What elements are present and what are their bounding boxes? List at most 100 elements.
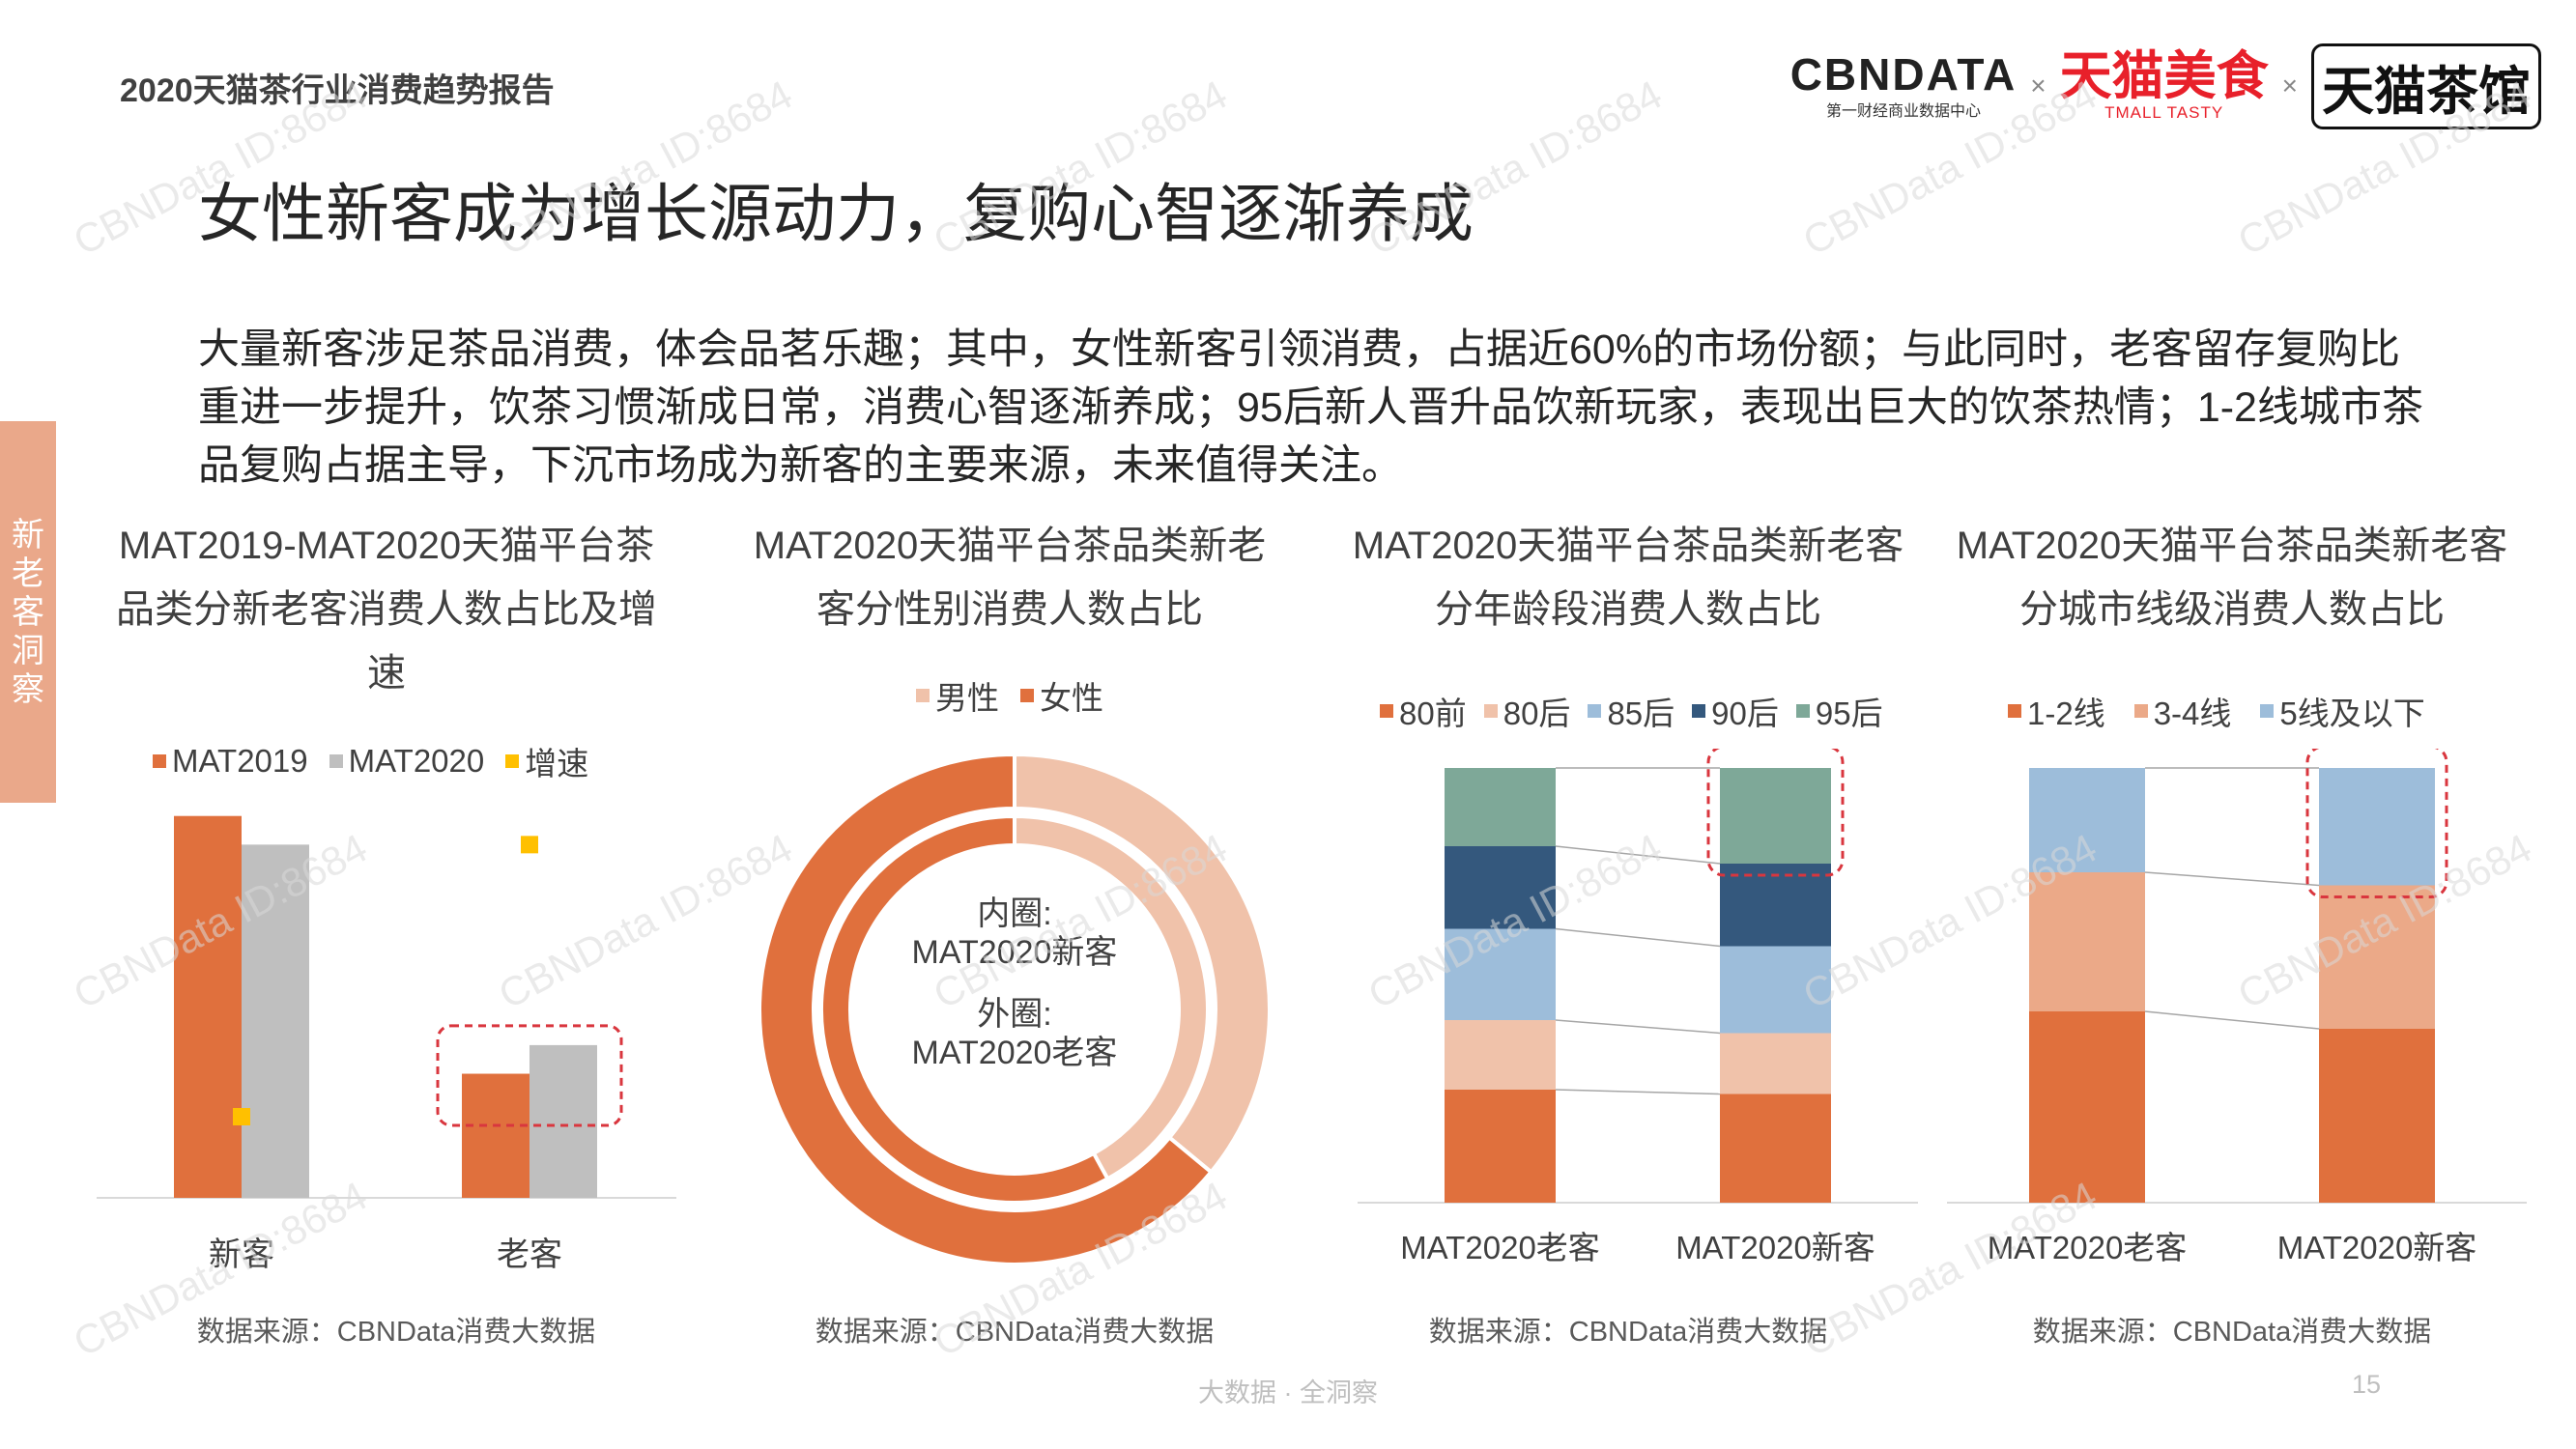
- chart3-source: 数据来源：CBNData消费大数据: [1428, 1317, 1828, 1348]
- footer-slogan: 大数据 · 全洞察: [1198, 1378, 1378, 1407]
- stack-segment-1-2线: [2319, 1029, 2435, 1203]
- connector-line: [2144, 1010, 2320, 1030]
- bar-mat2019: [174, 815, 242, 1198]
- chart3-legend: 80前 80后 85后 90后 95后: [1380, 688, 1883, 734]
- partner-logos: CBNDATA 第一财经商业数据中心 × 天猫美食 TMALL TASTY × …: [1790, 43, 2541, 129]
- report-title: 2020天猫茶行业消费趋势报告: [120, 72, 555, 109]
- growth-marker: [233, 1108, 250, 1125]
- legend-swatch: [1483, 704, 1498, 718]
- legend-label: 男性: [935, 680, 999, 716]
- chart2-source: 数据来源：CBNData消费大数据: [815, 1317, 1215, 1348]
- chart1-title: MAT2019-MAT2020天猫平台茶品类分新老客消费人数占比及增速: [116, 525, 657, 695]
- connector-line: [1555, 845, 1721, 865]
- chart2-legend: 男性 女性: [916, 672, 1103, 719]
- side-tab-char: 老: [12, 554, 44, 592]
- legend-item-male: 男性: [916, 672, 999, 719]
- inner-ring-slice-female: [819, 813, 1111, 1205]
- legend-label: 85后: [1607, 696, 1675, 731]
- stack-segment-80前: [1445, 1090, 1556, 1203]
- x-tick-label: MAT2020新客: [2277, 1230, 2477, 1265]
- legend-item: 80后: [1483, 688, 1570, 734]
- legend-label: 女性: [1040, 680, 1103, 716]
- page-headline: 女性新客成为增长源动力，复购心智逐渐养成: [198, 178, 1474, 249]
- tmall-tasty-logo-subtext: TMALL TASTY: [2104, 103, 2224, 122]
- legend-swatch: [505, 754, 520, 768]
- stack-segment-90后: [1720, 864, 1831, 947]
- legend-item: 85后: [1588, 688, 1674, 734]
- legend-swatch: [2008, 704, 2021, 718]
- legend-swatch: [1795, 704, 1810, 718]
- chart4-stacked-bar-chart: MAT2020老客 MAT2020新客: [1947, 749, 2527, 1265]
- legend-label: 1-2线: [2027, 696, 2105, 731]
- chart4-source: 数据来源：CBNData消费大数据: [2032, 1317, 2432, 1348]
- summary-paragraph: 大量新客涉足茶品消费，体会品茗乐趣；其中，女性新客引领消费，占据近60%的市场份…: [198, 327, 2423, 489]
- side-tab-char: 洞: [12, 632, 44, 669]
- legend-item-mat2019: MAT2019: [153, 743, 308, 780]
- legend-swatch: [1692, 704, 1706, 718]
- legend-item: 80前: [1380, 688, 1467, 734]
- stack-segment-95后: [1720, 768, 1831, 864]
- side-tab-char: 察: [12, 670, 44, 708]
- x-tick-label: MAT2020新客: [1675, 1230, 1875, 1265]
- legend-item-mat2020: MAT2020: [329, 743, 484, 780]
- chart1-legend: MAT2019 MAT2020 增速: [153, 738, 588, 784]
- legend-label: MAT2019: [172, 743, 308, 779]
- chart2-title: MAT2020天猫平台茶品类新老客分性别消费人数占比: [753, 525, 1267, 631]
- cbndata-logo-text: CBNDATA: [1789, 49, 2018, 99]
- stack-segment-5线及以下: [2029, 768, 2145, 872]
- cbndata-logo-subtext: 第一财经商业数据中心: [1825, 103, 1981, 120]
- bar-mat2020: [530, 1044, 597, 1198]
- connector-line: [1555, 1019, 1721, 1035]
- legend-item: 5线及以下: [2260, 688, 2425, 734]
- legend-item-growth: 增速: [505, 738, 588, 784]
- stack-segment-80后: [1445, 1020, 1556, 1090]
- stack-segment-90后: [1445, 846, 1556, 929]
- section-side-tab: 新 老 客 洞 察: [0, 421, 56, 803]
- legend-swatch: [153, 754, 166, 768]
- connector-line: [2144, 871, 2320, 887]
- ring-caption-name: MAT2020新客: [912, 934, 1118, 971]
- stack-segment-80前: [1720, 1094, 1831, 1203]
- legend-label: 增速: [525, 746, 589, 781]
- highlight-box: [1706, 749, 1845, 877]
- highlight-box: [2305, 749, 2448, 898]
- legend-item: 95后: [1795, 688, 1883, 734]
- legend-swatch: [2260, 704, 2275, 718]
- connector-line: [1555, 927, 1721, 948]
- legend-item-female: 女性: [1020, 672, 1103, 719]
- chart4-legend: 1-2线 3-4线 5线及以下: [2008, 688, 2425, 734]
- outer-ring-slice-male: [1013, 752, 1272, 1176]
- legend-label: 90后: [1711, 696, 1779, 731]
- x-tick-label: 老客: [497, 1236, 562, 1273]
- legend-swatch: [329, 754, 343, 768]
- chart1-source: 数据来源：CBNData消费大数据: [196, 1317, 596, 1348]
- stack-segment-3-4线: [2029, 872, 2145, 1011]
- side-tab-char: 客: [12, 593, 44, 631]
- tmall-tea-house-logo: 天猫茶馆: [2311, 43, 2541, 129]
- cbndata-logo: CBNDATA 第一财经商业数据中心: [1790, 51, 2018, 121]
- legend-label: 95后: [1815, 696, 1883, 731]
- legend-item: 90后: [1692, 688, 1779, 734]
- legend-swatch: [1020, 689, 1034, 702]
- page-number: 15: [2352, 1370, 2382, 1399]
- growth-marker: [521, 836, 538, 854]
- chart1-grouped-bar-chart: 新客 老客: [97, 815, 676, 1273]
- stack-segment-3-4线: [2319, 885, 2435, 1029]
- ring-caption-label: 内圈:: [977, 895, 1051, 932]
- ring-caption-name: MAT2020老客: [912, 1035, 1118, 1071]
- legend-label: 80前: [1399, 696, 1467, 731]
- legend-label: 3-4线: [2153, 696, 2232, 731]
- connector-line: [1555, 1089, 1721, 1095]
- legend-swatch: [1380, 704, 1393, 718]
- stack-segment-80后: [1720, 1033, 1831, 1094]
- stack-segment-85后: [1720, 946, 1831, 1034]
- legend-swatch: [2133, 704, 2148, 718]
- logo-separator: ×: [2281, 71, 2298, 100]
- ring-caption-label: 外圈:: [977, 996, 1051, 1033]
- chart4-title: MAT2020天猫平台茶品类新老客分城市线级消费人数占比: [1956, 525, 2508, 631]
- tmall-tasty-logo: 天猫美食 TMALL TASTY: [2060, 49, 2269, 123]
- legend-label: 5线及以下: [2279, 696, 2425, 731]
- chart3-title: MAT2020天猫平台茶品类新老客分年龄段消费人数占比: [1352, 525, 1904, 631]
- side-tab-char: 新: [12, 516, 44, 554]
